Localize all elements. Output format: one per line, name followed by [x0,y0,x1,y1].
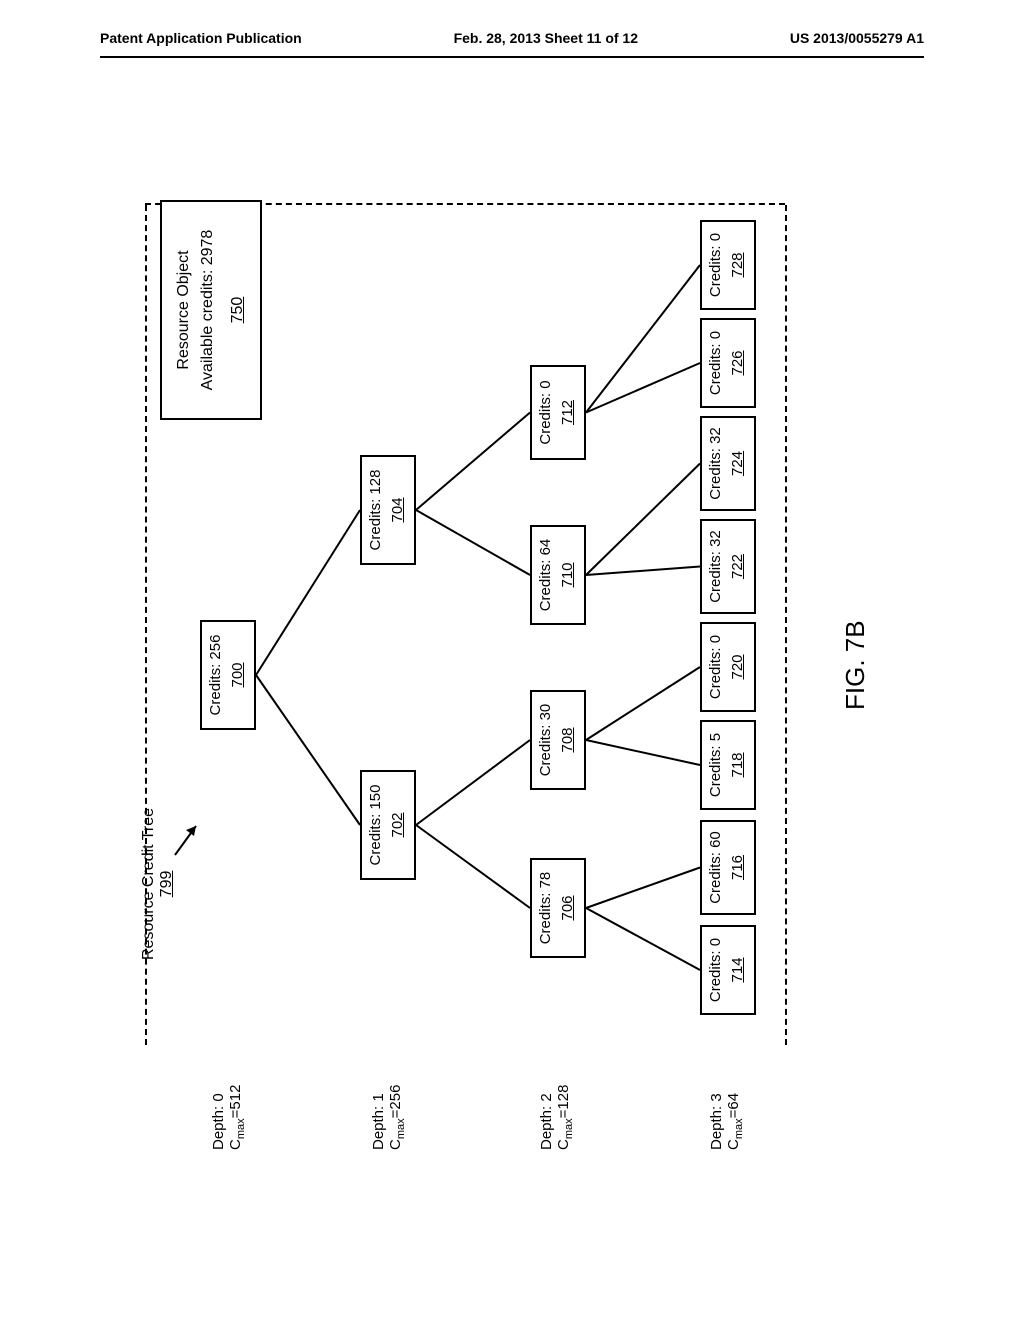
depth-2-cmax: =128 [555,1085,572,1119]
depth-0-cmax: =512 [227,1085,244,1119]
tree-node-720: Credits: 0720 [700,622,756,712]
tree-node-706: Credits: 78706 [530,858,586,958]
header-center: Feb. 28, 2013 Sheet 11 of 12 [454,30,638,46]
node-ref: 706 [558,866,578,950]
node-ref: 726 [728,326,748,400]
tree-node-700: Credits: 256700 [200,620,256,730]
node-ref: 728 [728,228,748,302]
resource-object-credits: Available credits: 2978 [199,230,216,391]
dashed-frame-bottom [785,205,787,1045]
tree-node-710: Credits: 64710 [530,525,586,625]
node-credits: Credits: 0 [536,373,556,452]
node-credits: Credits: 256 [206,628,226,722]
header-divider [100,56,924,58]
header-right: US 2013/0055279 A1 [790,30,924,46]
tree-title: Resource Credit Tree 799 [140,808,176,960]
tree-node-728: Credits: 0728 [700,220,756,310]
node-credits: Credits: 128 [366,463,386,557]
node-credits: Credits: 64 [536,533,556,617]
tree-node-722: Credits: 32722 [700,519,756,614]
depth-3-text: Depth: 3 [708,1093,725,1150]
node-ref: 700 [228,628,248,722]
header-left: Patent Application Publication [100,30,302,46]
depth-label-0: Depth: 0 Cmax=512 [210,1085,247,1150]
node-ref: 716 [728,828,748,907]
tree-node-726: Credits: 0726 [700,318,756,408]
tree-node-704: Credits: 128704 [360,455,416,565]
resource-object-ref: 750 [226,216,250,404]
node-credits: Credits: 30 [536,698,556,782]
node-ref: 724 [728,424,748,503]
node-ref: 712 [558,373,578,452]
node-ref: 714 [728,933,748,1007]
node-ref: 718 [728,728,748,802]
node-ref: 720 [728,630,748,704]
node-credits: Credits: 32 [706,424,726,503]
node-credits: Credits: 60 [706,828,726,907]
node-credits: Credits: 32 [706,527,726,606]
resource-object-box: Resource Object Available credits: 2978 … [160,200,262,420]
depth-label-1: Depth: 1 Cmax=256 [370,1085,407,1150]
tree-node-702: Credits: 150702 [360,770,416,880]
depth-1-text: Depth: 1 [370,1093,387,1150]
tree-node-712: Credits: 0712 [530,365,586,460]
arrow-icon [172,818,202,858]
tree-node-716: Credits: 60716 [700,820,756,915]
node-credits: Credits: 150 [366,778,386,872]
depth-1-cmax: =256 [387,1085,404,1119]
tree-node-718: Credits: 5718 [700,720,756,810]
page: Patent Application Publication Feb. 28, … [0,0,1024,1320]
node-credits: Credits: 0 [706,630,726,704]
node-ref: 704 [388,463,408,557]
node-credits: Credits: 0 [706,326,726,400]
tree-node-708: Credits: 30708 [530,690,586,790]
depth-0-text: Depth: 0 [210,1093,227,1150]
rotated-figure: Resource Credit Tree 799 Depth: 0 Cmax=5… [100,110,924,1210]
tree-title-ref: 799 [158,871,175,898]
tree-node-724: Credits: 32724 [700,416,756,511]
resource-object-title: Resource Object [175,250,192,369]
node-ref: 702 [388,778,408,872]
node-ref: 708 [558,698,578,782]
depth-label-3: Depth: 3 Cmax=64 [708,1093,745,1150]
node-ref: 710 [558,533,578,617]
depth-label-2: Depth: 2 Cmax=128 [538,1085,575,1150]
node-credits: Credits: 78 [536,866,556,950]
figure-caption: FIG. 7B [840,620,871,710]
depth-3-cmax: =64 [725,1093,742,1118]
node-credits: Credits: 0 [706,228,726,302]
node-credits: Credits: 0 [706,933,726,1007]
figure-area: Resource Credit Tree 799 Depth: 0 Cmax=5… [100,110,924,1210]
node-credits: Credits: 5 [706,728,726,802]
tree-title-label: Resource Credit Tree [140,808,157,960]
page-header: Patent Application Publication Feb. 28, … [100,30,924,46]
depth-2-text: Depth: 2 [538,1093,555,1150]
node-ref: 722 [728,527,748,606]
tree-node-714: Credits: 0714 [700,925,756,1015]
